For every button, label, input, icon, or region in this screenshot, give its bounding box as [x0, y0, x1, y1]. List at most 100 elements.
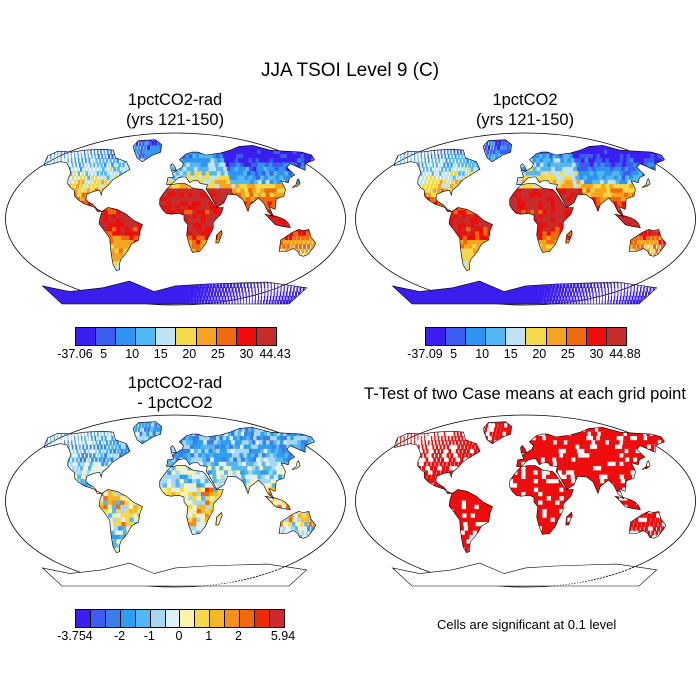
- colorbar-tick-label: 44.43: [259, 347, 291, 361]
- colorbar-swatch: [76, 328, 97, 345]
- colorbar-swatch: [165, 610, 181, 627]
- coastline: [166, 427, 315, 500]
- colorbar-swatch: [105, 610, 121, 627]
- panel-2-title-line2: (yrs 121-150): [475, 111, 575, 129]
- coastline: [394, 148, 481, 212]
- colorbar-swatch: [210, 610, 226, 627]
- coastline: [170, 445, 177, 454]
- coastline: [166, 145, 315, 218]
- coastline: [159, 465, 224, 535]
- coastline: [509, 183, 574, 253]
- colorbar-swatch: [526, 328, 547, 345]
- map-panel-difference: [5, 414, 346, 588]
- colorbar-swatch: [446, 328, 467, 345]
- coastline: [215, 511, 223, 526]
- coastline: [565, 229, 573, 244]
- coastline: [264, 495, 291, 510]
- panel-4-title-line1: T-Test of two Case means at each grid po…: [364, 385, 686, 403]
- colorbar-swatch: [156, 328, 177, 345]
- colorbar-swatch: [195, 610, 211, 627]
- colorbar-swatch: [135, 610, 151, 627]
- colorbar-swatch: [216, 328, 237, 345]
- colorbar-swatch: [196, 328, 217, 345]
- colorbar-swatch: [76, 610, 91, 627]
- coastline: [391, 280, 658, 305]
- coastline: [264, 213, 291, 228]
- coastline: [641, 178, 651, 188]
- coastline: [278, 229, 317, 257]
- colorbar-swatch: [225, 610, 241, 627]
- coastline: [132, 139, 162, 163]
- colorbar-tick-label: -2: [114, 629, 126, 643]
- colorbar-tick-label: 44.88: [609, 347, 641, 361]
- colorbar-tick-label: 20: [532, 347, 547, 361]
- colorbar-swatch: [566, 328, 587, 345]
- colorbar-tick-label: -37.09: [407, 347, 443, 361]
- coastline: [159, 183, 224, 253]
- colorbar-tick-label: 5.94: [270, 629, 296, 643]
- colorbar-swatch: [256, 328, 276, 345]
- colorbar-tick-label: 5: [450, 347, 458, 361]
- coastline: [132, 421, 162, 445]
- colorbar-tick-label: 30: [239, 347, 254, 361]
- coastline: [291, 178, 301, 188]
- colorbar-swatch: [150, 610, 166, 627]
- colorbar-swatch: [240, 610, 256, 627]
- colorbar-swatch: [606, 328, 626, 345]
- panel-1-title-line2: (yrs 121-150): [125, 111, 225, 129]
- colorbar-tick-label: 25: [560, 347, 575, 361]
- colorbar-swatch: [120, 610, 136, 627]
- colorbar-tick-label: -37.06: [57, 347, 93, 361]
- coastline: [394, 430, 481, 494]
- colorbar-swatch: [236, 328, 257, 345]
- significance-note: Cells are significant at 0.1 level: [437, 617, 617, 632]
- coastline: [41, 280, 308, 305]
- colorbar-swatch: [90, 610, 106, 627]
- colorbar-tick-label: 0: [175, 629, 183, 643]
- map-panel-1pctco2: [355, 132, 696, 306]
- panel-2-title: 1pctCO2 (yrs 121-150): [425, 90, 625, 130]
- colorbar-tick-label: 15: [153, 347, 168, 361]
- colorbar-tick-label: 10: [475, 347, 490, 361]
- panel-2-title-line1: 1pctCO2: [492, 91, 558, 109]
- coastline: [628, 511, 667, 539]
- colorbar-tick-label: 2: [234, 629, 242, 643]
- coastline: [44, 148, 131, 212]
- coastline: [98, 207, 143, 271]
- colorbar-swatch: [426, 328, 447, 345]
- colorbar-1pctco2: [425, 327, 627, 346]
- colorbar-tick-label: 5: [100, 347, 108, 361]
- coastline: [278, 511, 317, 539]
- coastline: [215, 229, 223, 244]
- panel-3-title-line2: - 1pctCO2: [137, 394, 213, 412]
- colorbar-swatch: [586, 328, 607, 345]
- colorbar-swatch: [180, 610, 196, 627]
- colorbar-swatch: [136, 328, 157, 345]
- colorbar-tick-label: 20: [182, 347, 197, 361]
- colorbar-swatch: [255, 610, 270, 627]
- coastline: [520, 163, 527, 172]
- coastline: [509, 465, 574, 535]
- panel-3-title-line1: 1pctCO2-rad: [127, 374, 223, 392]
- colorbar-difference: [75, 609, 285, 628]
- colorbar-swatch: [269, 610, 284, 627]
- coastline: [170, 163, 177, 172]
- colorbar-1pctco2-rad: [75, 327, 277, 346]
- coastline: [482, 421, 512, 445]
- coastline: [628, 229, 667, 257]
- colorbar-tick-label: 1: [205, 629, 213, 643]
- colorbar-tick-label: 30: [589, 347, 604, 361]
- colorbar-swatch: [116, 328, 137, 345]
- coastline: [520, 445, 527, 454]
- coastline: [482, 139, 512, 163]
- coastline: [448, 489, 493, 553]
- colorbar-tick-label: 25: [210, 347, 225, 361]
- coastline: [98, 489, 143, 553]
- coastline: [291, 460, 301, 470]
- colorbar-swatch: [176, 328, 197, 345]
- coastline: [516, 145, 665, 218]
- colorbar-tick-label: 10: [125, 347, 140, 361]
- colorbar-swatch: [506, 328, 527, 345]
- panel-3-title: 1pctCO2-rad - 1pctCO2: [75, 373, 275, 413]
- coastline: [641, 460, 651, 470]
